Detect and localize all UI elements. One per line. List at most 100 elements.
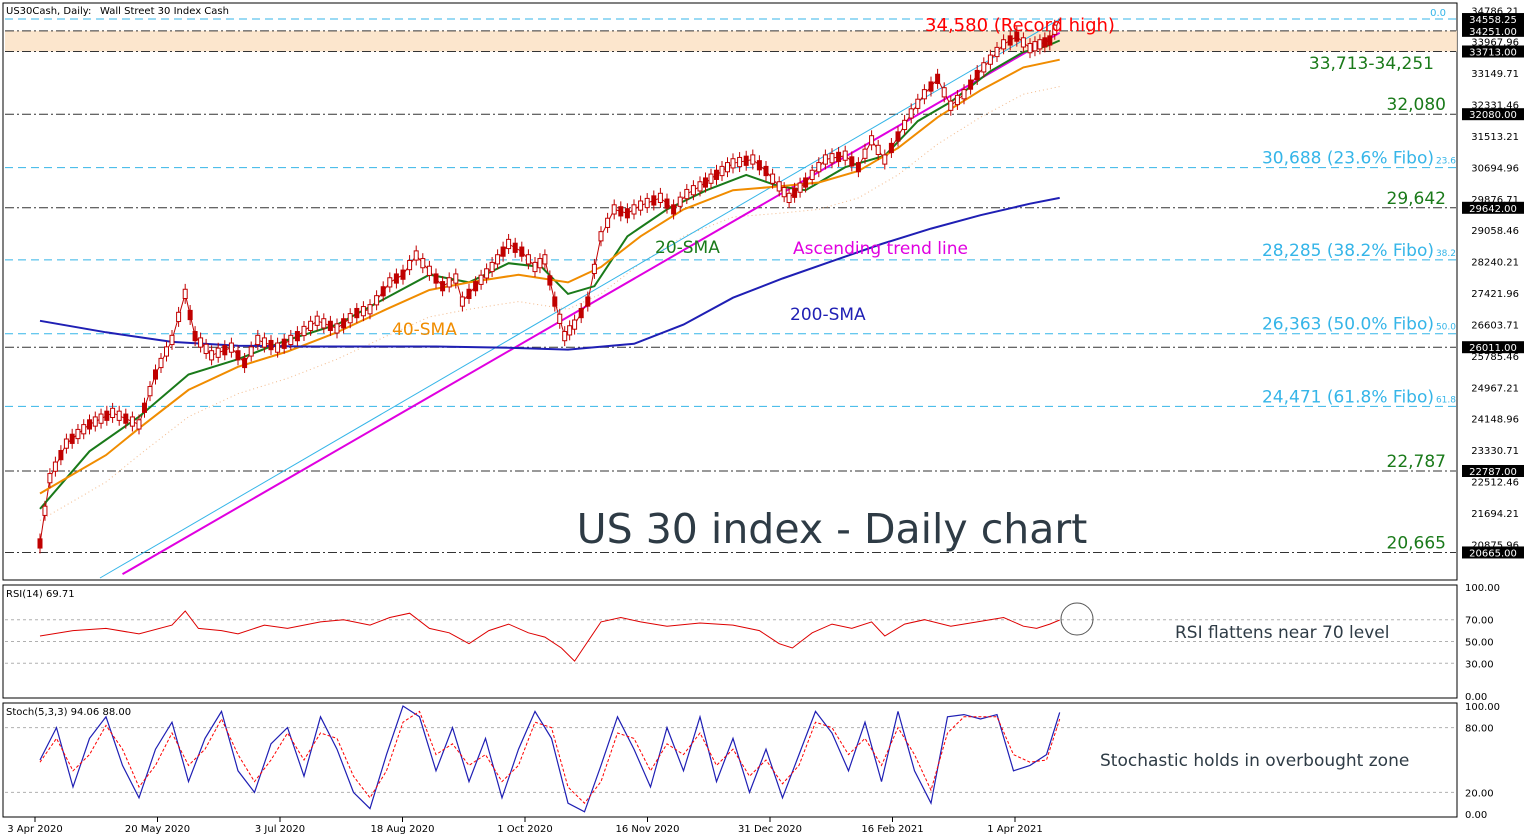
stoch-ytick-3: 0.00 [1465,810,1487,821]
rsi-ytick-3: 30.00 [1465,659,1494,670]
price-label-box-1 [1462,24,1524,37]
candle-body [374,295,380,306]
candle-body [459,296,465,307]
candle-body [792,187,798,198]
price-ytick-9: 27421.96 [1471,289,1519,300]
candle-body [974,69,980,81]
candle-body [547,275,553,286]
stoch-k-line [39,705,1061,813]
candle-body [176,311,182,323]
price-label-7: 20665.00 [1469,548,1517,559]
rsi-note: RSI flattens near 70 level [1175,623,1389,643]
candle-body [354,307,360,319]
price-ytick-15: 22512.46 [1471,478,1519,489]
candle-body [222,345,228,356]
candle-body [822,154,828,165]
candle-body [1047,35,1053,46]
candle-body [786,192,792,204]
price-ytick-10: 26603.71 [1471,320,1519,331]
price-ytick-5: 30694.96 [1471,163,1519,174]
candle-body [92,416,98,427]
fibo-tag-6: 38.2 [1436,249,1456,259]
candle-body [129,416,135,427]
candle-body [334,323,340,334]
candle-body [294,331,300,342]
candle-body [921,89,927,100]
candle-body [187,309,193,321]
candle-body [281,338,287,349]
rsi-ytick-0: 100.00 [1465,583,1500,594]
stoch-title: Stoch(5,3,3) 94.06 88.00 [6,707,131,718]
xtick-label-6: 31 Dec 2020 [738,824,802,835]
candle-body [684,188,690,200]
candle-body [585,296,591,307]
candle-body [81,424,87,435]
price-label-2: 33713.00 [1469,47,1517,58]
price-ytick-7: 29058.46 [1471,226,1519,237]
candle-body [770,173,776,184]
candle-body [1032,41,1038,52]
candle-body [209,350,215,361]
fibo-tag-9: 61.8 [1436,395,1456,405]
candle-body [862,148,868,159]
candle-body [164,346,169,357]
candle-body [631,204,637,215]
candle-body [87,419,92,430]
candle-body [42,505,48,516]
price-ytick-6: 29876.71 [1471,195,1519,206]
price-ytick-13: 24148.96 [1471,415,1519,426]
candle-body [542,254,548,265]
candle-body [915,98,921,109]
candle-body [473,281,479,292]
candle-body [478,274,484,285]
candle-body [466,288,472,299]
price-label-0: 34558.25 [1469,15,1517,26]
price-label-box-7 [1462,546,1524,559]
price-label-box-5 [1462,341,1524,354]
candle-body [968,79,974,90]
xtick-label-1: 20 May 2020 [125,824,190,835]
price-label-box-0 [1462,13,1524,26]
candle-body [763,165,769,177]
candle-body [816,162,822,173]
candle-body [47,473,53,484]
candle-body [743,155,749,166]
candle-body [203,343,209,355]
candle-body [52,461,58,472]
price-ytick-8: 28240.21 [1471,258,1519,269]
candle-body [781,187,787,198]
candle-body [453,273,459,284]
candle-body [651,195,657,206]
candle-body [981,62,987,73]
candle-body [657,192,663,204]
candle-body [935,73,941,84]
candle-body [235,350,241,361]
candle-body [797,182,803,193]
candle-body [380,286,386,297]
candle-body [756,160,762,171]
xtick-label-4: 1 Oct 2020 [497,824,552,835]
candle-body [275,342,281,353]
candle-body [407,259,413,271]
resistance-zone [5,30,1457,52]
price-label-6: 22787.00 [1469,467,1517,478]
candle-body [484,268,490,279]
candle-body [288,334,294,346]
price-label-box-2 [1462,45,1524,58]
price-ytick-14: 23330.71 [1471,446,1519,457]
candle-body [142,402,147,413]
candle-body [591,263,597,275]
candle-body [725,162,730,173]
candle-body [426,265,432,276]
chart-main-title: US 30 index - Daily chart [577,505,1088,553]
stoch-note: Stochastic holds in overbought zone [1100,751,1409,771]
candle-body [308,320,314,331]
candle-body [961,89,967,100]
price-label-box-4 [1462,201,1524,214]
sma200-label: 200-SMA [790,305,866,325]
candle-body [110,407,116,419]
candle-body [506,238,512,250]
candle-body [624,208,630,219]
price-ytick-12: 24967.21 [1471,383,1519,394]
price-panel-frame [2,2,1458,581]
